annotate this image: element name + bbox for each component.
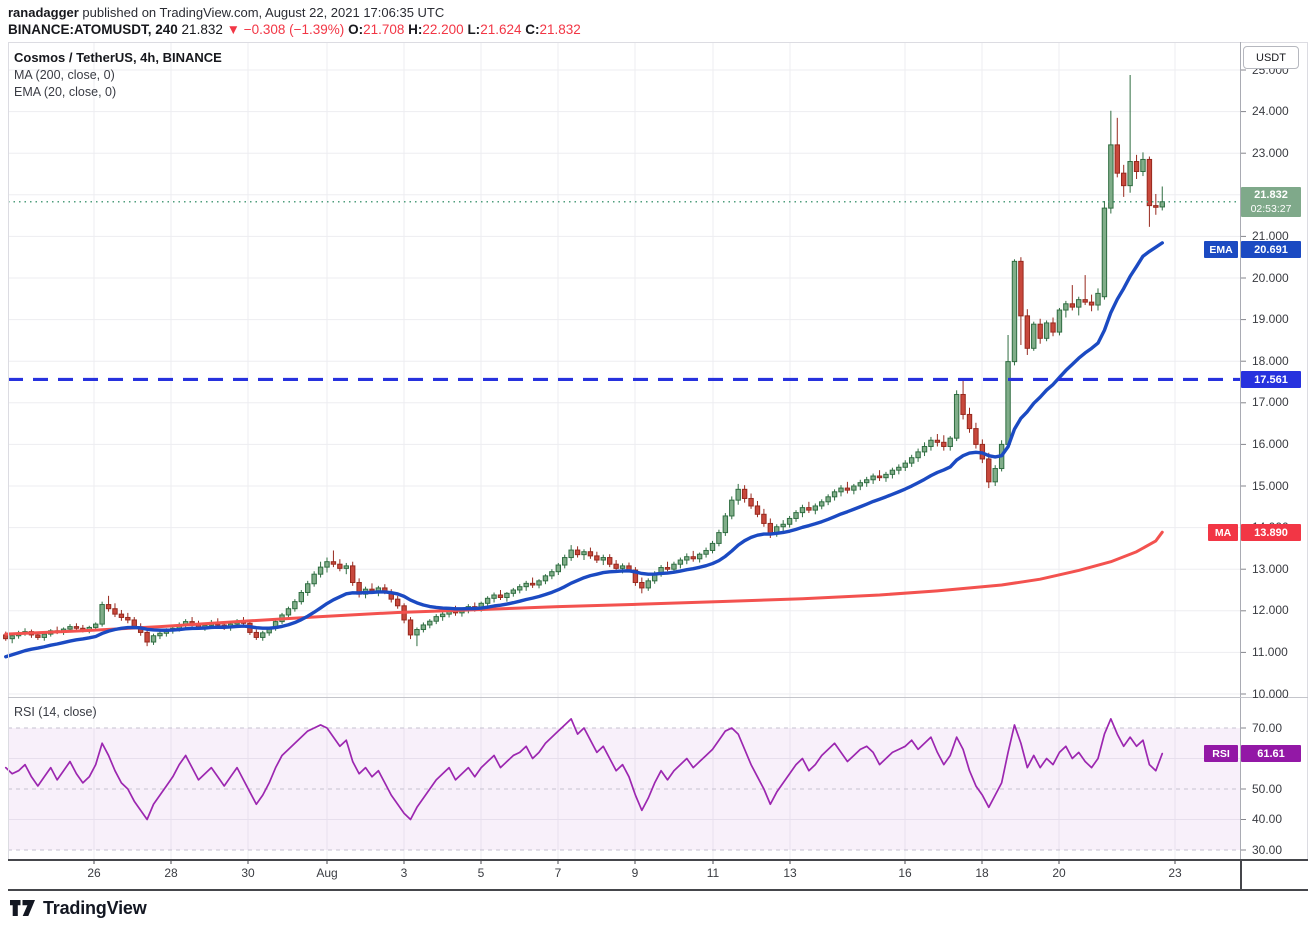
time-axis-divider [1240, 859, 1242, 891]
time-axis-label: 9 [631, 866, 639, 880]
symbol-status-line: BINANCE:ATOMUSDT, 240 21.832 ▼ −0.308 (−… [8, 22, 581, 37]
time-axis-label: 30 [241, 866, 255, 880]
publish-info: ranadagger published on TradingView.com,… [8, 5, 444, 20]
rsi-legend[interactable]: RSI (14, close) [14, 705, 97, 719]
tradingview-logo-icon [10, 900, 35, 916]
price-axis-label: 20.000 [1252, 270, 1289, 285]
ema-legend[interactable]: EMA (20, close, 0) [14, 85, 117, 99]
current-price-value: 21.832 [1254, 189, 1288, 201]
price-axis-label: 16.000 [1252, 436, 1289, 451]
high-label: H: [408, 22, 423, 37]
price-axis-label: 12.000 [1252, 603, 1289, 618]
ma-value-label: 13.890 [1241, 524, 1301, 541]
publish-text: published on TradingView.com, August 22,… [78, 5, 445, 20]
ma-tag: MA [1208, 524, 1238, 541]
low-label: L: [467, 22, 481, 37]
price-axis-label: 10.000 [1252, 686, 1289, 701]
time-axis-label: 13 [783, 866, 797, 880]
price-axis-label: 15.000 [1252, 478, 1289, 493]
time-axis-label: 7 [554, 866, 562, 880]
chart-top-border [8, 42, 1308, 43]
time-axis-label: 16 [898, 866, 912, 880]
time-axis-label: 3 [400, 866, 408, 880]
rsi-axis-label: 70.00 [1252, 720, 1283, 735]
close-label: C: [525, 22, 540, 37]
price-axis-separator [1240, 42, 1241, 860]
currency-unit-button[interactable]: USDT [1243, 46, 1299, 69]
tradingview-logo-text: TradingView [43, 897, 147, 918]
price-axis-label: 11.000 [1252, 644, 1288, 659]
price-axis-label: 13.000 [1252, 561, 1289, 576]
pane-separator [8, 697, 1308, 698]
time-axis-bottom-border [8, 889, 1308, 891]
price-axis-label: 23.000 [1252, 145, 1289, 160]
price-axis-label: 24.000 [1252, 104, 1289, 119]
time-axis-label: 23 [1168, 866, 1182, 880]
time-axis-label: 20 [1052, 866, 1066, 880]
chart-title-legend[interactable]: Cosmos / TetherUS, 4h, BINANCE [14, 50, 222, 65]
ema-value-label: 20.691 [1241, 241, 1301, 258]
time-axis-label: Aug [316, 866, 338, 880]
current-price-label: 21.832 02:53:27 [1241, 187, 1301, 217]
candle-countdown: 02:53:27 [1250, 203, 1292, 215]
time-axis-label: 5 [477, 866, 485, 880]
price-change: ▼ −0.308 (−1.39%) [226, 22, 345, 37]
time-axis-top-border [8, 859, 1308, 861]
low-value: 21.624 [480, 22, 522, 37]
rsi-value-label: 61.61 [1241, 745, 1301, 762]
time-axis-label: 18 [975, 866, 989, 880]
last-price: 21.832 [181, 22, 223, 37]
tradingview-logo[interactable]: TradingView [10, 897, 147, 919]
author-name: ranadagger [8, 5, 79, 20]
price-axis-label: 18.000 [1252, 353, 1289, 368]
rsi-axis-label: 50.00 [1252, 781, 1283, 796]
price-axis-label: 21.000 [1252, 228, 1289, 243]
price-axis-label: 19.000 [1252, 312, 1289, 327]
rsi-axis-label: 30.00 [1252, 842, 1283, 857]
chart-left-border [8, 42, 9, 860]
rsi-axis-label: 40.00 [1252, 812, 1283, 826]
open-label: O: [348, 22, 364, 37]
price-axis-label: 17.000 [1252, 395, 1289, 410]
level-price-label: 17.561 [1241, 371, 1301, 388]
open-value: 21.708 [363, 22, 405, 37]
high-value: 22.200 [422, 22, 464, 37]
chart-right-border [1307, 42, 1308, 860]
time-axis-label: 26 [87, 866, 101, 880]
time-axis-label: 11 [706, 866, 720, 880]
rsi-tag: RSI [1204, 745, 1238, 762]
close-value: 21.832 [539, 22, 581, 37]
symbol-name: BINANCE:ATOMUSDT, 240 [8, 22, 178, 37]
ma-legend[interactable]: MA (200, close, 0) [14, 68, 115, 82]
time-axis-label: 28 [164, 866, 178, 880]
ema-tag: EMA [1204, 241, 1238, 258]
